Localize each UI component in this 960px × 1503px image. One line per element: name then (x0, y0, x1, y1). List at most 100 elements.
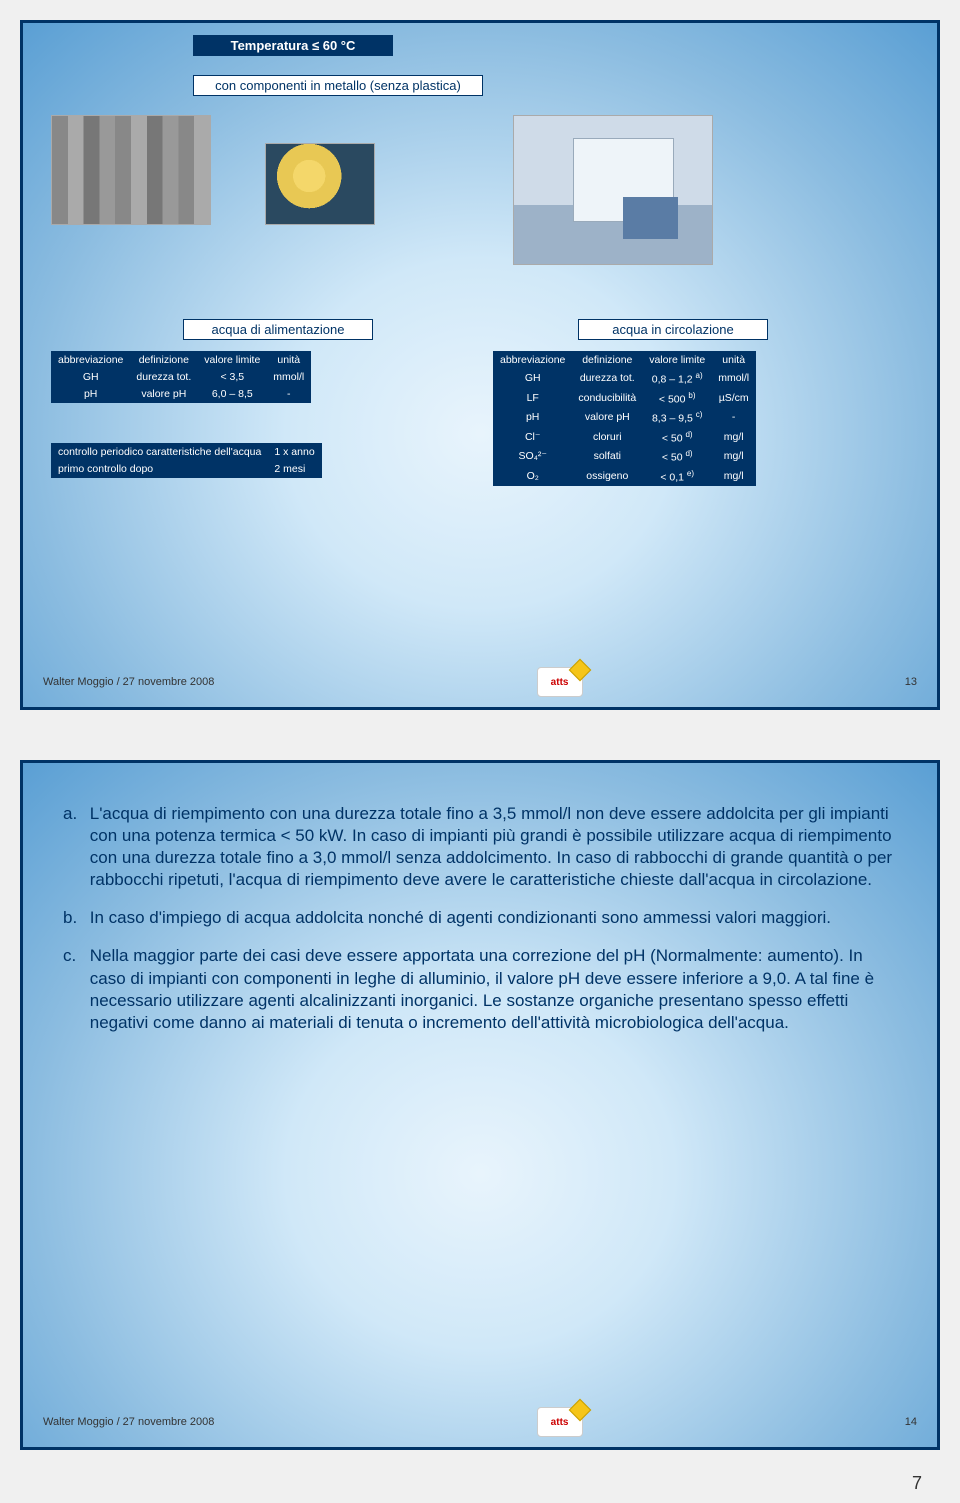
note-text: Nella maggior parte dei casi deve essere… (90, 945, 896, 1033)
note-c: c. Nella maggior parte dei casi deve ess… (63, 945, 897, 1033)
notes-list: a. L'acqua di riempimento con una durezz… (63, 803, 897, 1050)
slide-2: a. L'acqua di riempimento con una durezz… (20, 760, 940, 1450)
td: < 3,5 (198, 369, 267, 386)
table-row: Cl⁻ cloruri < 50 d) mg/l (494, 427, 756, 447)
footer-text: Walter Moggio / 27 novembre 2008 (43, 1416, 214, 1428)
td: mg/l (712, 466, 756, 486)
td: valore pH (572, 408, 643, 428)
td: pH (52, 386, 130, 403)
td: mg/l (712, 427, 756, 447)
val: < 50 (662, 452, 683, 464)
slide-page-num: 14 (905, 1416, 917, 1428)
note-label: b. (63, 907, 85, 929)
th: valore limite (198, 352, 267, 369)
note-b: b. In caso d'impiego di acqua addolcita … (63, 907, 897, 929)
td: 8,3 – 9,5 c) (643, 408, 712, 428)
td: mmol/l (267, 369, 311, 386)
logo-icon: atts (537, 667, 583, 697)
right-table: abbreviazione definizione valore limite … (493, 351, 756, 486)
th: unità (712, 352, 756, 369)
page-2: a. L'acqua di riempimento con una durezz… (20, 760, 940, 1450)
td: mg/l (712, 447, 756, 467)
control-table: controllo periodico caratteristiche dell… (51, 443, 322, 478)
val: < 50 (662, 432, 683, 444)
image-rebar (51, 115, 211, 225)
td: pH (494, 408, 572, 428)
table-head: abbreviazione definizione valore limite … (52, 352, 311, 369)
slide-subtitle: con componenti in metallo (senza plastic… (193, 75, 483, 96)
slide-title: Temperatura ≤ 60 °C (193, 35, 393, 56)
td: < 50 d) (643, 447, 712, 467)
sup: e) (687, 469, 694, 478)
td: µS/cm (712, 388, 756, 408)
td: - (267, 386, 311, 403)
td: Cl⁻ (494, 427, 572, 447)
image-house (513, 115, 713, 265)
table-row: GH durezza tot. 0,8 – 1,2 a) mmol/l (494, 369, 756, 389)
sup: b) (688, 391, 695, 400)
td: GH (494, 369, 572, 389)
slide-footer: Walter Moggio / 27 novembre 2008 atts 14 (43, 1407, 917, 1437)
table-row: O₂ ossigeno < 0,1 e) mg/l (494, 466, 756, 486)
logo-icon: atts (537, 1407, 583, 1437)
note-text: In caso d'impiego di acqua addolcita non… (90, 907, 896, 929)
table-row: LF conducibilità < 500 b) µS/cm (494, 388, 756, 408)
left-table: abbreviazione definizione valore limite … (51, 351, 311, 403)
td: mmol/l (712, 369, 756, 389)
val: < 0,1 (660, 471, 684, 483)
td: GH (52, 369, 130, 386)
table-row: primo controllo dopo 2 mesi (52, 461, 322, 478)
td: durezza tot. (130, 369, 198, 386)
slide-1: Temperatura ≤ 60 °C con componenti in me… (20, 20, 940, 710)
sup: d) (685, 430, 692, 439)
td: ossigeno (572, 466, 643, 486)
td: durezza tot. (572, 369, 643, 389)
td: LF (494, 388, 572, 408)
table-row: SO₄²⁻ solfati < 50 d) mg/l (494, 447, 756, 467)
td: < 500 b) (643, 388, 712, 408)
val: < 500 (659, 393, 686, 405)
td: < 0,1 e) (643, 466, 712, 486)
table-row: pH valore pH 6,0 – 8,5 - (52, 386, 311, 403)
td: 6,0 – 8,5 (198, 386, 267, 403)
note-a: a. L'acqua di riempimento con una durezz… (63, 803, 897, 891)
td: controllo periodico caratteristiche dell… (52, 444, 268, 461)
sup: a) (696, 371, 703, 380)
td: 2 mesi (268, 461, 321, 478)
td: primo controllo dopo (52, 461, 268, 478)
th: unità (267, 352, 311, 369)
td: 1 x anno (268, 444, 321, 461)
note-text: L'acqua di riempimento con una durezza t… (90, 803, 896, 891)
slide-page-num: 13 (905, 676, 917, 688)
sup: d) (685, 449, 692, 458)
td: - (712, 408, 756, 428)
td: < 50 d) (643, 427, 712, 447)
table-row: controllo periodico caratteristiche dell… (52, 444, 322, 461)
th: valore limite (643, 352, 712, 369)
val: 8,3 – 9,5 (652, 413, 693, 425)
th: abbreviazione (494, 352, 572, 369)
th: definizione (572, 352, 643, 369)
td: solfati (572, 447, 643, 467)
note-label: c. (63, 945, 85, 967)
page-1: Temperatura ≤ 60 °C con componenti in me… (20, 20, 940, 710)
footer-text: Walter Moggio / 27 novembre 2008 (43, 676, 214, 688)
doc-page-number: 7 (912, 1473, 922, 1494)
table-head: abbreviazione definizione valore limite … (494, 352, 756, 369)
td: SO₄²⁻ (494, 447, 572, 467)
slide-footer: Walter Moggio / 27 novembre 2008 atts 13 (43, 667, 917, 697)
val: 0,8 – 1,2 (652, 374, 693, 386)
td: valore pH (130, 386, 198, 403)
sup: c) (696, 410, 703, 419)
th: abbreviazione (52, 352, 130, 369)
td: conducibilità (572, 388, 643, 408)
td: 0,8 – 1,2 a) (643, 369, 712, 389)
td: O₂ (494, 466, 572, 486)
image-tap (265, 143, 375, 225)
right-section-label: acqua in circolazione (578, 319, 768, 340)
note-label: a. (63, 803, 85, 825)
table-row: GH durezza tot. < 3,5 mmol/l (52, 369, 311, 386)
left-section-label: acqua di alimentazione (183, 319, 373, 340)
th: definizione (130, 352, 198, 369)
table-row: pH valore pH 8,3 – 9,5 c) - (494, 408, 756, 428)
